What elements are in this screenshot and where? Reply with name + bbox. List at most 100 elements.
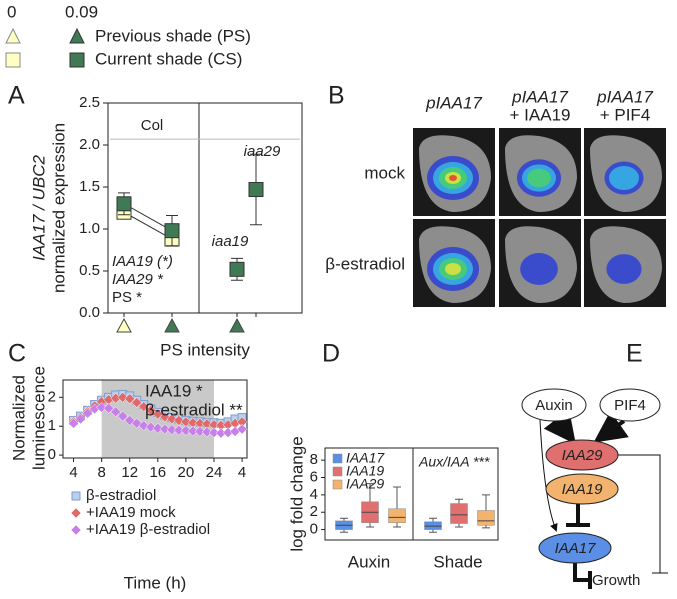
column-label: + PIF4: [600, 105, 651, 124]
point: [116, 196, 132, 212]
signal: [520, 253, 558, 285]
column-label: pIAA17: [425, 93, 482, 112]
arrow: [539, 419, 558, 532]
legend-swatch: [332, 479, 343, 490]
column-label: pIAA17: [511, 87, 568, 106]
annotation: Aux/IAA ***: [418, 454, 490, 470]
point: [117, 391, 129, 403]
panel-letter: C: [8, 340, 26, 368]
label: IAA19 (*): [112, 253, 173, 270]
point: [180, 425, 192, 436]
box: [477, 510, 495, 526]
row-label: mock: [364, 163, 405, 182]
label: IAA29 *: [112, 271, 164, 288]
x-marker: [116, 317, 132, 333]
point: [201, 426, 213, 438]
point: [131, 397, 143, 408]
column-label: + IAA19: [510, 105, 571, 124]
legend-label: IAA29: [346, 476, 384, 492]
y-tick-label: 1.5: [79, 178, 100, 195]
leaf-image: [499, 128, 581, 216]
point: [110, 406, 122, 418]
x-marker: [164, 317, 180, 333]
point: [138, 420, 150, 431]
inhibition: [566, 504, 590, 527]
point: [70, 524, 82, 536]
x-tick-label: 20: [178, 464, 195, 481]
x-tick-label: 4: [238, 464, 246, 481]
signal: [527, 168, 551, 188]
point: [82, 407, 93, 419]
legend-swatch: [332, 466, 343, 477]
point: [248, 182, 264, 198]
y-tick-label: 0.0: [79, 304, 100, 321]
label: Time (h): [124, 573, 187, 592]
point: [166, 413, 178, 425]
leaf-image: [584, 219, 666, 307]
point: [117, 410, 129, 422]
node: [599, 388, 661, 422]
plot-frame: [324, 447, 499, 541]
legend-label: IAA19: [346, 463, 384, 479]
row-label: β-estradiol: [325, 254, 405, 273]
plot-frame: [107, 102, 303, 314]
legend-triangle: [69, 27, 85, 44]
x-tick-label: 16: [149, 464, 166, 481]
x-marker: [229, 317, 245, 333]
column-label: pIAA17: [596, 87, 653, 106]
node: [521, 388, 587, 422]
x-tick-label: 8: [97, 464, 105, 481]
label: β-estradiol **: [145, 400, 243, 419]
label: Auxin: [348, 552, 391, 571]
node-label: IAA17: [555, 540, 597, 557]
y-tick-label: 0: [48, 446, 56, 463]
node-label: PIF4: [614, 397, 646, 414]
point: [152, 422, 164, 434]
legend-swatch: [332, 453, 343, 464]
label: PS *: [112, 289, 142, 306]
point: [138, 401, 150, 412]
label: β-estradiol: [86, 487, 156, 504]
label: 0.09: [65, 2, 98, 21]
panel-letter: E: [626, 340, 643, 368]
node-label: IAA19: [562, 481, 604, 498]
point: [164, 223, 180, 239]
arrow: [543, 409, 576, 445]
arrow: [593, 411, 629, 443]
x-tick-label: 12: [121, 464, 138, 481]
label: iaa29: [244, 143, 281, 160]
box: [388, 508, 406, 523]
node: [545, 473, 619, 505]
point: [166, 424, 178, 436]
signal: [445, 263, 461, 275]
y-tick-label: 1: [48, 417, 56, 434]
node-label: IAA29: [562, 447, 604, 464]
label: IAA19 *: [145, 381, 203, 400]
legend-square: [69, 52, 85, 68]
panel-letter: D: [322, 340, 340, 368]
node-label: Auxin: [535, 397, 573, 414]
inhibition: [573, 563, 592, 589]
point: [96, 402, 107, 413]
signal: [449, 175, 457, 181]
x-tick-label: 4: [69, 464, 77, 481]
y-tick-label: 2.0: [79, 136, 100, 153]
point: [229, 261, 245, 277]
connector: [123, 203, 173, 232]
point: [145, 421, 157, 433]
label: +IAA19 mock: [86, 504, 176, 521]
x-tick-label: 24: [206, 464, 223, 481]
label: Current shade (CS): [95, 49, 242, 68]
point: [70, 507, 82, 519]
point: [103, 402, 115, 414]
y-tick-label: 1.0: [79, 220, 100, 237]
label: Shade: [433, 552, 482, 571]
label: Col: [141, 117, 164, 134]
legend-square: [5, 52, 21, 68]
y-tick-label: 0: [310, 521, 318, 538]
point: [236, 423, 248, 435]
label: luminescence: [29, 366, 48, 470]
label: 0: [7, 2, 16, 21]
